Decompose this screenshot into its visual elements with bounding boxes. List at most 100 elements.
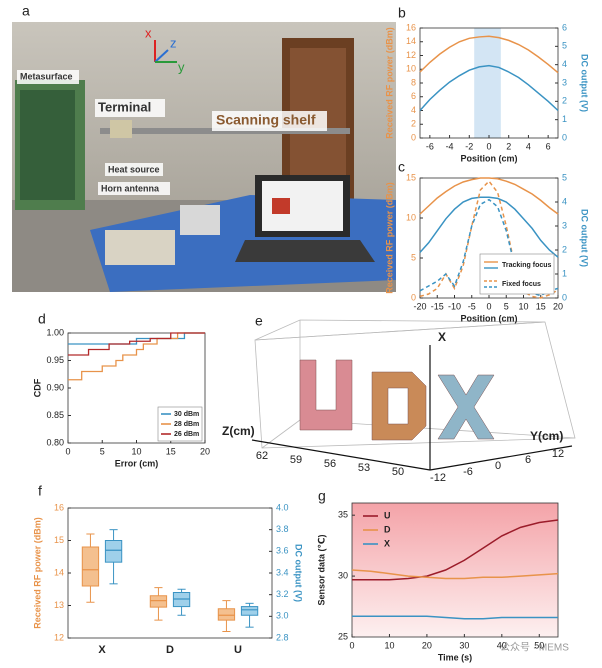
voxels	[299, 359, 495, 441]
x-axis-label: Time (s)	[438, 652, 472, 662]
x-tick-label: 30	[459, 640, 469, 650]
y-axis-label: Received RF power (dBm)	[384, 182, 394, 294]
x-tick-label: 20	[553, 301, 563, 311]
supply	[180, 205, 220, 235]
x-axis-label: Position (cm)	[460, 313, 517, 323]
y2-axis-label: DC output (V)	[580, 54, 590, 112]
axis-name: z	[170, 35, 177, 50]
x-axis-label: Position (cm)	[460, 153, 517, 163]
y-tick-label: 14	[54, 567, 64, 577]
y-tick-label: 14	[406, 36, 416, 46]
x-tick-label: 0	[486, 141, 491, 151]
x-tick-label: 0	[349, 640, 354, 650]
y-tick-label: 16	[406, 22, 416, 32]
axis-name: y	[178, 59, 185, 74]
scene-axis-label: Z(cm)	[222, 424, 255, 438]
x-tick-label: X	[98, 644, 106, 656]
scene-tick: 59	[290, 454, 302, 466]
y2-tick-label: 2	[562, 96, 567, 106]
y-tick-label: 0	[411, 132, 416, 142]
letter-d	[371, 371, 427, 441]
x-tick-label: -15	[431, 301, 444, 311]
step-line	[68, 332, 205, 345]
letter-x	[437, 374, 495, 440]
watermark: 公众号 · MEMS	[500, 642, 569, 654]
y-axis-label: Received RF power (dBm)	[32, 517, 42, 629]
y-tick-label: 0.85	[46, 410, 64, 420]
y-tick-label: 1.00	[46, 327, 64, 337]
panel-label: g	[318, 488, 326, 504]
x-tick-label: 0	[486, 301, 491, 311]
y-tick-label: 10	[406, 64, 416, 74]
y2-tick-label: 3.4	[276, 567, 289, 577]
y2-axis-label: DC output (V)	[294, 544, 304, 602]
x-tick-label: 10	[131, 446, 141, 456]
x-tick-label: 5	[504, 301, 509, 311]
legend-label: 30 dBm	[174, 411, 199, 418]
label-bg	[212, 111, 327, 131]
highlight	[474, 28, 501, 138]
x-tick-label: -5	[468, 301, 476, 311]
line	[419, 198, 559, 297]
box	[217, 608, 236, 621]
x-tick-label: 40	[497, 640, 507, 650]
board	[105, 230, 175, 265]
y-tick-label: 8	[411, 77, 416, 87]
line	[419, 177, 559, 215]
legend-frame	[479, 253, 555, 295]
annotation: Scanning shelf	[216, 112, 316, 128]
scene-tick: 0	[495, 460, 501, 472]
panel-label: f	[38, 483, 42, 499]
y-tick-label: 0.80	[46, 437, 64, 447]
letter-u	[299, 359, 353, 431]
scene-axis	[251, 439, 431, 471]
panel: c-20 -15 -10 -5 0 5 10 15 20051015012345Position…	[384, 159, 589, 324]
box-top	[254, 319, 546, 341]
x-tick-label: 20	[200, 446, 210, 456]
annotation: Heat source	[108, 164, 160, 174]
y-tick-label: 0	[411, 292, 416, 302]
annotation: Terminal	[98, 99, 151, 114]
legend-label: U	[384, 510, 391, 520]
label-bg	[17, 70, 79, 84]
y2-axis-label: DC output (V)	[580, 209, 590, 267]
x-tick-label: -6	[426, 141, 434, 151]
y2-tick-label: 0	[562, 132, 567, 142]
y-tick-label: 25	[338, 631, 348, 641]
y2-tick-label: 5	[562, 172, 567, 182]
panel: g 0 10 20 30 40 50 25 30 35 Time (s) Sensor data (℃…	[316, 488, 559, 662]
scene-tick: 62	[256, 450, 268, 462]
x-tick-label: U	[234, 644, 242, 656]
scene-tick: -6	[463, 466, 473, 478]
scene-tick: 56	[324, 458, 336, 470]
y-axis-label: Sensor data (℃)	[316, 535, 326, 606]
panel: d 0 5 10 15 20 0.80 0.85 0.90 0.95 1.00 Error (cm) C…	[32, 311, 210, 469]
step-line	[68, 332, 205, 356]
scene-axis-label: Y(cm)	[530, 429, 563, 443]
y-tick-label: 6	[411, 91, 416, 101]
scene-axis-label: X	[438, 330, 446, 344]
panel-label: e	[255, 313, 263, 329]
y-axis-label: CDF	[32, 378, 42, 397]
legend-label: Fixed focus	[502, 281, 541, 288]
y-tick-label: 0.90	[46, 382, 64, 392]
y-tick-label: 13	[54, 600, 64, 610]
y2-tick-label: 6	[562, 22, 567, 32]
line	[419, 35, 559, 74]
y-tick-label: 30	[338, 570, 348, 580]
y-tick-label: 15	[406, 172, 416, 182]
line	[351, 569, 559, 580]
panel-label: b	[398, 5, 406, 21]
y2-tick-label: 2	[562, 244, 567, 254]
panel: b-6 -4 -2 0 2 4 602468101214160123456Position …	[384, 5, 589, 164]
line	[352, 519, 559, 581]
x-tick-label: 10	[384, 640, 394, 650]
y-tick-label: 12	[406, 50, 416, 60]
label-bg	[98, 182, 170, 195]
scene-tick: -12	[430, 472, 446, 484]
y-tick-label: 10	[406, 212, 416, 222]
plot-frame	[67, 507, 273, 639]
panel-label: a	[22, 3, 30, 19]
keyboard	[235, 240, 375, 262]
